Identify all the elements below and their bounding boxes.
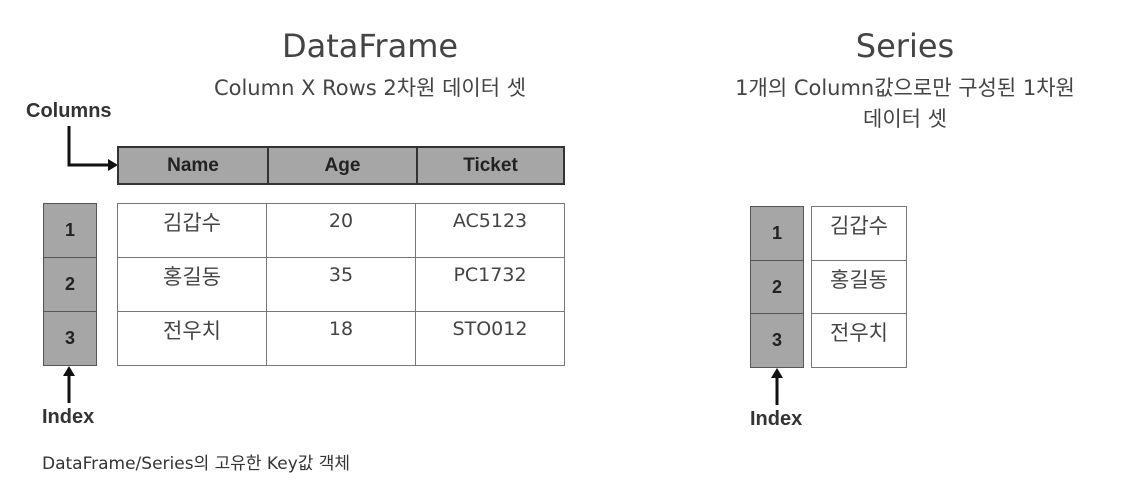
series-index-arrow-icon — [771, 368, 783, 405]
dataframe-index-column: 1 2 3 — [43, 203, 97, 366]
dataframe-index-label: Index — [42, 406, 95, 428]
series-title: Series — [855, 27, 955, 65]
table-row: 김갑수 20 AC5123 — [118, 204, 564, 257]
table-cell-age: 20 — [266, 204, 415, 257]
dataframe-data-table: 김갑수 20 AC5123 홍길동 35 PC1732 전우치 18 STO01… — [117, 203, 565, 366]
series-index-column: 1 2 3 — [750, 206, 804, 368]
column-header-ticket: Ticket — [416, 148, 563, 183]
index-cell: 3 — [751, 313, 803, 367]
table-cell-ticket: PC1732 — [415, 258, 564, 311]
dataframe-title: DataFrame — [281, 27, 459, 65]
table-cell-name: 김갑수 — [163, 211, 221, 235]
table-cell-name: 전우치 — [163, 319, 221, 343]
index-cell: 1 — [771, 222, 782, 243]
table-cell-ticket: STO012 — [415, 312, 564, 365]
series-values-column: 김갑수 홍길동 전우치 — [811, 206, 907, 368]
dataframe-subtitle: Column X Rows 2차원 데이터 셋 — [213, 76, 527, 100]
column-header-name: Name — [167, 154, 219, 176]
index-cell: 1 — [64, 220, 75, 240]
index-arrow-icon — [63, 366, 75, 403]
table-row: 전우치 18 STO012 — [118, 311, 564, 365]
index-cell: 2 — [44, 257, 96, 311]
series-index-label: Index — [750, 408, 803, 430]
columns-label: Columns — [26, 100, 112, 122]
table-row: 홍길동 35 PC1732 — [118, 257, 564, 311]
index-footnote: DataFrame/Series의 고유한 Key값 객체 — [42, 454, 351, 474]
index-cell: 2 — [751, 259, 803, 314]
table-cell-age: 18 — [266, 312, 415, 365]
series-value-cell: 홍길동 — [812, 259, 906, 314]
table-cell-name: 홍길동 — [163, 265, 221, 289]
series-subtitle-line1: 1개의 Column값으로만 구성된 1차원 — [735, 76, 1075, 100]
series-value-cell: 전우치 — [812, 313, 906, 367]
columns-arrow-icon — [67, 126, 118, 171]
table-cell-ticket: AC5123 — [415, 204, 564, 257]
column-header-age: Age — [267, 148, 416, 183]
index-cell: 3 — [44, 311, 96, 365]
table-cell-age: 35 — [266, 258, 415, 311]
series-subtitle-line2: 데이터 셋 — [863, 107, 947, 131]
dataframe-column-header: Name Age Ticket — [117, 146, 565, 185]
series-value-cell: 김갑수 — [830, 214, 888, 238]
